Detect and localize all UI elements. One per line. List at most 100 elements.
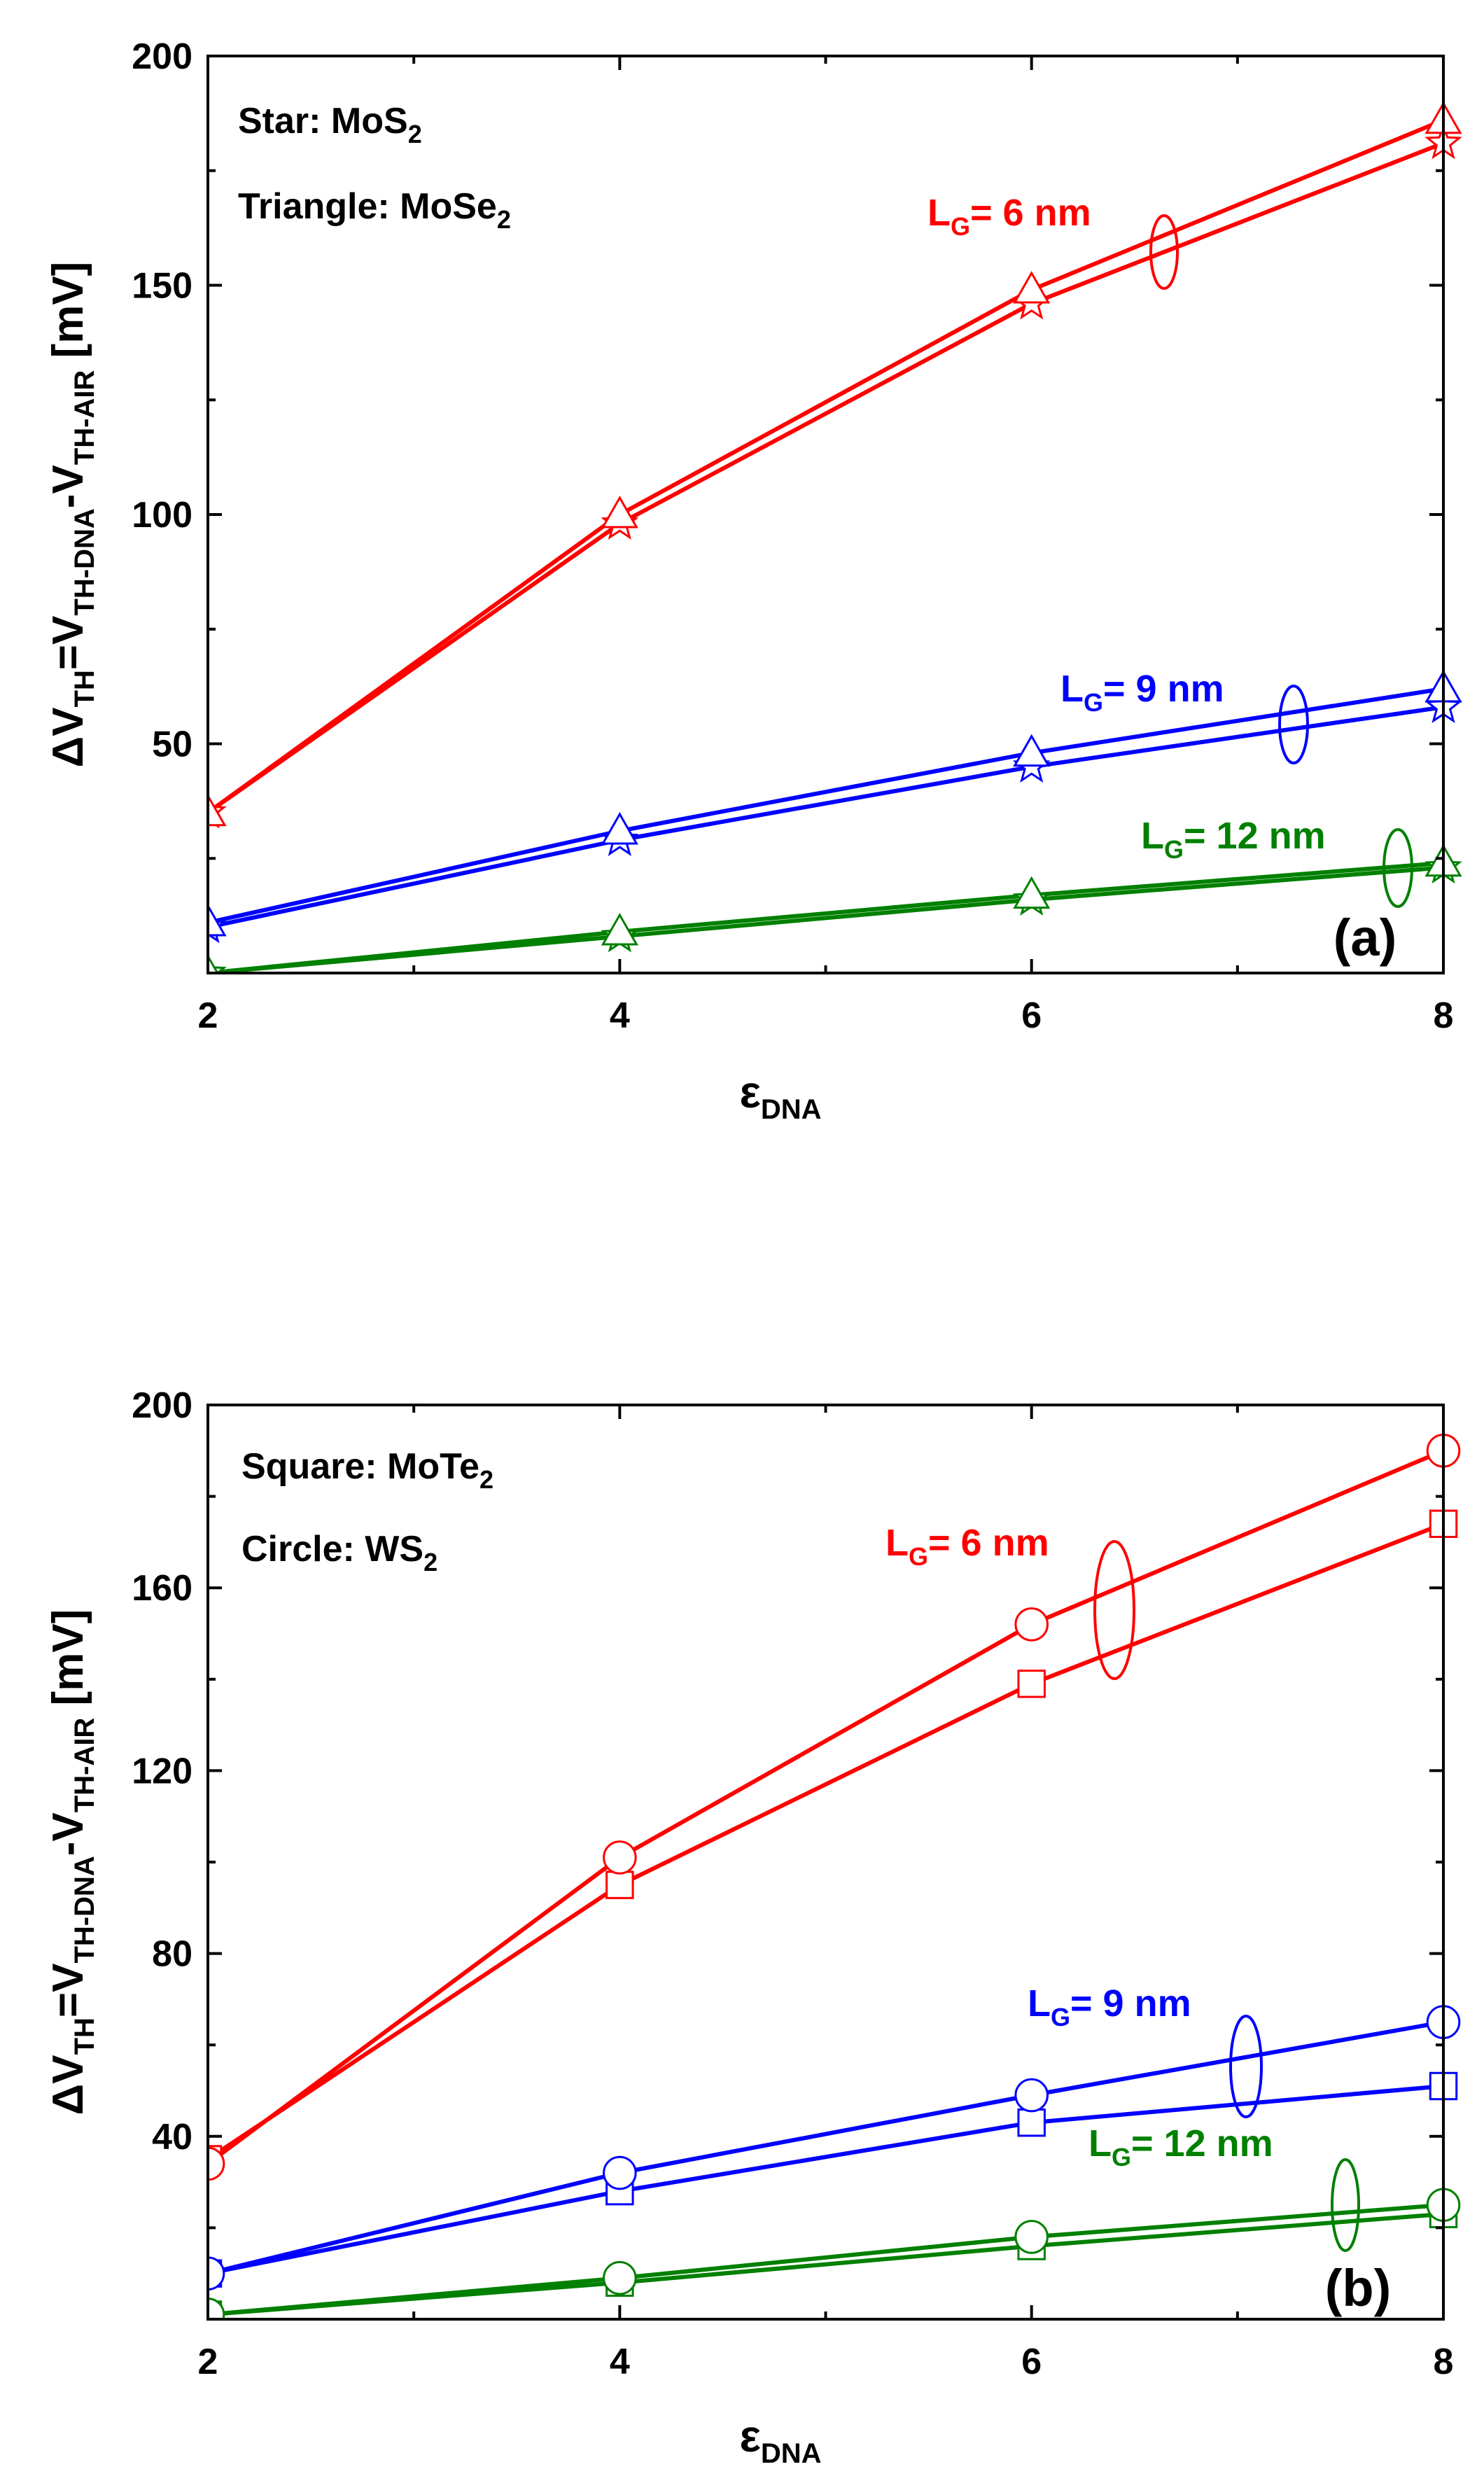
data-point-circle-1-2 xyxy=(1014,1607,1049,1642)
series-line-star-4 xyxy=(208,865,1444,973)
group-ellipse xyxy=(1278,685,1309,764)
panel-label: (a) xyxy=(1334,909,1396,967)
y-axis-label-main: -V xyxy=(44,1812,92,1856)
data-point-circle-3-1 xyxy=(603,2155,637,2190)
gate-length-label-value: = 9 nm xyxy=(1070,1982,1191,2024)
gate-length-label: LG= 6 nm xyxy=(927,192,1091,241)
gate-length-label: LG= 12 nm xyxy=(1088,2122,1273,2171)
data-point-circle-5-2 xyxy=(1014,2220,1049,2254)
y-tick-label: 80 xyxy=(152,1934,192,1975)
data-point-circle-1-1 xyxy=(603,1840,637,1875)
y-axis-label-sub: TH xyxy=(69,2017,100,2055)
y-axis-label-main: =V xyxy=(44,616,92,671)
x-tick-label: 4 xyxy=(610,2342,630,2382)
data-point-triangle-5-0 xyxy=(208,953,219,973)
x-tick-label: 2 xyxy=(198,995,218,1036)
x-tick-label: 8 xyxy=(1434,2342,1454,2382)
y-axis-label-main: =V xyxy=(44,1964,92,2018)
gate-length-label-value: = 6 nm xyxy=(928,1522,1049,1564)
y-tick-label: 120 xyxy=(132,1751,192,1791)
y-tick-label: 160 xyxy=(132,1568,192,1609)
gate-length-label-value: = 9 nm xyxy=(1103,668,1224,710)
y-axis-label-main: ΔV xyxy=(44,2055,92,2115)
gate-length-label-sub: G xyxy=(1112,2143,1131,2171)
data-point-triangle-3-1 xyxy=(601,811,638,845)
group-ellipse xyxy=(1093,1540,1135,1680)
x-tick-label: 4 xyxy=(610,995,630,1036)
series-line-circle-5 xyxy=(208,2202,1444,2317)
group-ellipse xyxy=(1331,2158,1360,2252)
x-axis-label-main: ε xyxy=(739,1067,760,1117)
gate-length-label-main: L xyxy=(1141,815,1164,857)
data-point-triangle-1-1 xyxy=(601,495,638,529)
y-axis-label: ΔVTH=VTH-DNA-VTH-AIR [mV] xyxy=(44,1609,100,2115)
y-tick-label: 100 xyxy=(132,495,192,536)
data-point-triangle-1-0 xyxy=(208,793,227,827)
y-tick-label: 200 xyxy=(132,1385,192,1426)
data-point-square-0-2 xyxy=(1017,1670,1046,1698)
gate-length-label: LG= 9 nm xyxy=(1060,668,1224,717)
data-point-circle-5-1 xyxy=(603,2260,637,2295)
legend-entry-sub: 2 xyxy=(424,1548,438,1576)
legend-entry-main: Triangle: MoSe xyxy=(238,186,497,227)
gate-length-label: LG= 9 nm xyxy=(1028,1982,1191,2031)
chart-panel-a: 2 4 6 8 50 100 150 200 εDNA ΔVTH=VTH-DNA-VTH-AIR … xyxy=(44,36,1462,1125)
series-line-square-2 xyxy=(208,2084,1444,2276)
series-line-circle-3 xyxy=(208,2020,1444,2276)
gate-length-label-sub: G xyxy=(951,212,970,241)
x-axis-label-sub: DNA xyxy=(761,2438,822,2469)
series-line-triangle-1 xyxy=(208,118,1445,815)
legend-entry-main: Circle: WS xyxy=(241,1529,424,1569)
data-point-triangle-3-2 xyxy=(1013,734,1051,767)
group-ellipse xyxy=(1229,2015,1263,2118)
series-line-star-2 xyxy=(208,705,1444,930)
y-axis-label-sub: TH xyxy=(69,670,100,707)
y-tick-label: 40 xyxy=(152,2117,192,2157)
legend-entry-sub: 2 xyxy=(408,120,422,148)
data-point-triangle-3-0 xyxy=(208,903,227,937)
y-axis-label-sub: TH-DNA xyxy=(69,1856,100,1963)
x-axis-label-main: ε xyxy=(739,2411,760,2461)
gate-length-label: LG= 6 nm xyxy=(886,1522,1049,1571)
gate-length-label-value: = 12 nm xyxy=(1184,815,1326,857)
series-group xyxy=(208,101,1462,973)
legend-entry-sub: 2 xyxy=(479,1465,493,1494)
gate-length-label: LG= 12 nm xyxy=(1141,815,1326,864)
series-line-triangle-3 xyxy=(208,686,1444,925)
series-line-square-4 xyxy=(208,2211,1444,2317)
legend-entry: Circle: WS2 xyxy=(241,1529,438,1576)
panel-label: (b) xyxy=(1325,2259,1392,2317)
group-ellipse xyxy=(1382,828,1413,908)
legend-entry: Star: MoS2 xyxy=(238,101,422,148)
data-point-triangle-5-2 xyxy=(1013,876,1051,909)
x-tick-label: 6 xyxy=(1021,995,1042,1036)
y-axis-label: ΔVTH=VTH-DNA-VTH-AIR [mV] xyxy=(44,262,100,768)
x-tick-label: 8 xyxy=(1434,995,1454,1036)
series-line-star-0 xyxy=(208,141,1445,815)
gate-length-label-main: L xyxy=(886,1522,909,1564)
legend-entry-main: Star: MoS xyxy=(238,101,408,141)
y-axis-label-sub: TH-AIR xyxy=(69,370,100,466)
series-group xyxy=(208,1434,1461,2319)
gate-length-label-sub: G xyxy=(1164,835,1184,864)
gate-length-label-main: L xyxy=(927,192,951,234)
data-point-square-2-2 xyxy=(1017,2108,1046,2137)
y-axis-label-main: [mV] xyxy=(44,1609,92,1718)
group-ellipse xyxy=(1149,214,1179,290)
series-line-square-0 xyxy=(208,1522,1445,2161)
series-line-circle-1 xyxy=(208,1448,1445,2166)
gate-length-label-sub: G xyxy=(909,1542,928,1571)
y-tick-label: 200 xyxy=(132,36,192,77)
data-point-triangle-1-2 xyxy=(1013,271,1051,304)
data-point-circle-3-2 xyxy=(1014,2078,1049,2113)
gate-length-label-main: L xyxy=(1028,1982,1051,2024)
x-axis-label: εDNA xyxy=(739,1067,821,1125)
data-point-square-0-1 xyxy=(606,1870,634,1899)
y-axis-label-main: [mV] xyxy=(44,262,92,370)
legend-entry-main: Square: MoTe xyxy=(241,1446,479,1487)
x-tick-label: 2 xyxy=(198,2342,218,2382)
data-point-triangle-5-1 xyxy=(601,913,638,946)
gate-length-label-value: = 6 nm xyxy=(970,192,1091,234)
y-axis-label-main: ΔV xyxy=(44,707,92,767)
